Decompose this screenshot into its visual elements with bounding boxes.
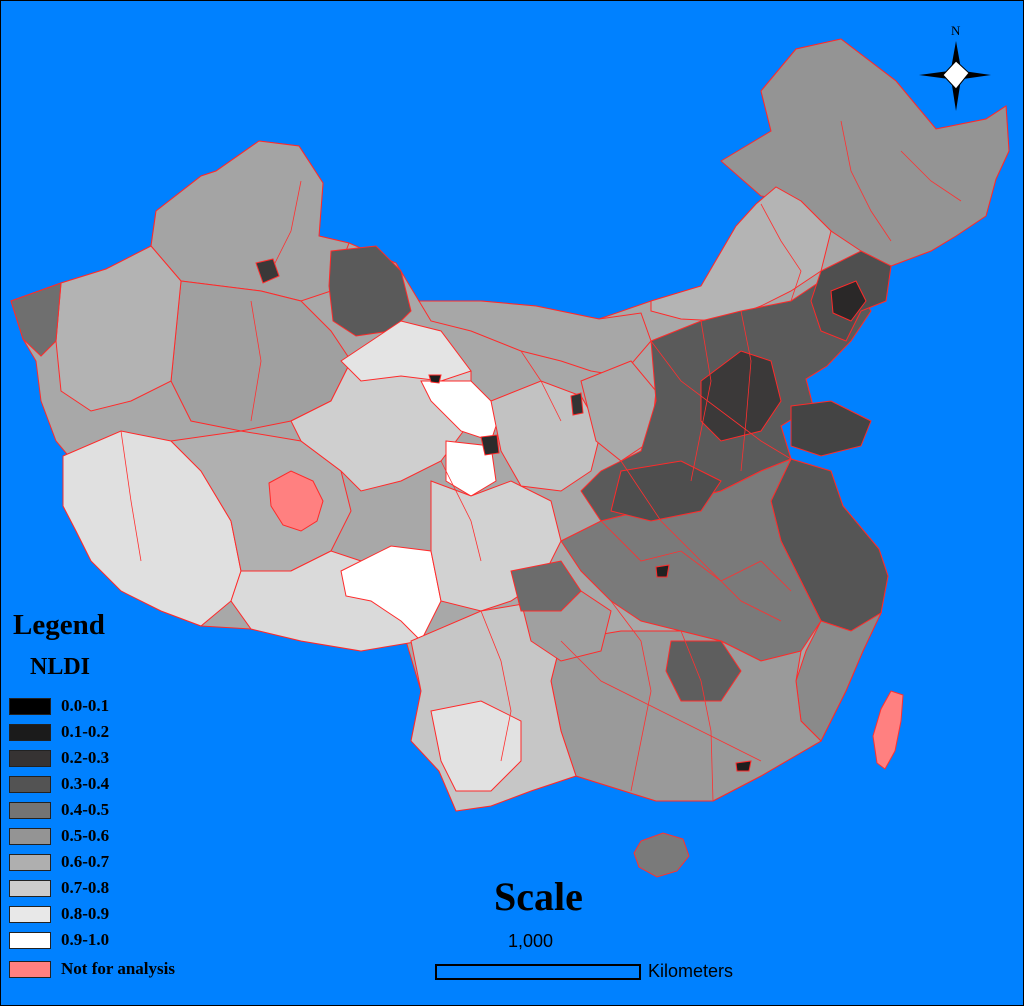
taiwan-island (872, 690, 904, 770)
legend-swatch (9, 853, 51, 871)
region-dark-speck-5 (570, 392, 584, 416)
legend-swatch (9, 905, 51, 923)
scale-unit: Kilometers (648, 961, 734, 981)
legend-swatch (9, 697, 51, 715)
region-dark-speck-4 (655, 564, 670, 578)
legend-swatch (9, 960, 51, 978)
legend-title: Legend (13, 609, 105, 641)
legend-swatch (9, 801, 51, 819)
legend-label: 0.0-0.1 (61, 696, 110, 715)
region-not-for-analysis-tibet (268, 470, 324, 532)
legend-label: 0.6-0.7 (61, 852, 110, 871)
region-northeast (720, 38, 1010, 267)
legend-swatch (9, 931, 51, 949)
region-xinjiang-north (150, 140, 350, 302)
legend-item: 0.0-0.1 (9, 696, 109, 716)
legend-item: 0.6-0.7 (9, 852, 109, 872)
scale-value: 1,000 (508, 931, 554, 951)
scale-title: Scale (494, 874, 583, 919)
region-hebei-dark (700, 350, 782, 442)
region-henan-dark (610, 460, 722, 522)
legend-item: 0.9-1.0 (9, 930, 109, 950)
legend-label: 0.3-0.4 (61, 774, 110, 793)
region-dark-speck-1 (428, 374, 442, 384)
legend-item: 0.5-0.6 (9, 826, 109, 846)
north-label: N (951, 23, 961, 38)
legend-label: 0.4-0.5 (61, 800, 110, 819)
legend-item: 0.7-0.8 (9, 878, 109, 898)
north-arrow-icon (919, 41, 991, 111)
region-yunnan-light (430, 700, 522, 792)
legend-item: 0.8-0.9 (9, 904, 109, 924)
legend-item: 0.4-0.5 (9, 800, 109, 820)
region-qinghai-light (340, 320, 472, 382)
region-hunan-dark (665, 640, 742, 702)
legend-swatch (9, 775, 51, 793)
china-map (10, 38, 1010, 812)
region-dark-speck-2 (255, 258, 280, 284)
legend-label: 0.5-0.6 (61, 826, 110, 845)
county-boundaries (120, 120, 962, 802)
legend-label: 0.8-0.9 (61, 904, 110, 923)
region-central (560, 458, 822, 662)
legend-label: 0.7-0.8 (61, 878, 110, 897)
legend-swatch (9, 827, 51, 845)
region-xinjiang-west (55, 245, 182, 412)
legend-label: Not for analysis (61, 959, 175, 978)
hainan-island (633, 832, 690, 878)
legend-label: 0.1-0.2 (61, 722, 110, 741)
region-fujian (795, 611, 883, 742)
legend-item: 0.2-0.3 (9, 748, 109, 768)
legend-item: 0.3-0.4 (9, 774, 109, 794)
region-liaoning-dark (830, 280, 867, 322)
region-shandong (790, 400, 872, 457)
region-dark-speck-3 (480, 434, 500, 456)
region-chongqing (510, 560, 582, 612)
legend-item: 0.1-0.2 (9, 722, 109, 742)
region-far-west (10, 282, 62, 357)
legend-swatch (9, 723, 51, 741)
region-inner-mongolia (650, 186, 832, 322)
legend-swatch (9, 749, 51, 767)
scale-bar (435, 964, 641, 980)
legend-item: Not for analysis (9, 959, 175, 979)
region-dark-speck-6 (735, 760, 752, 772)
legend-label: 0.2-0.3 (61, 748, 110, 767)
legend-label: 0.9-1.0 (61, 930, 110, 949)
legend-subtitle: NLDI (30, 654, 91, 680)
legend-swatch (9, 879, 51, 897)
